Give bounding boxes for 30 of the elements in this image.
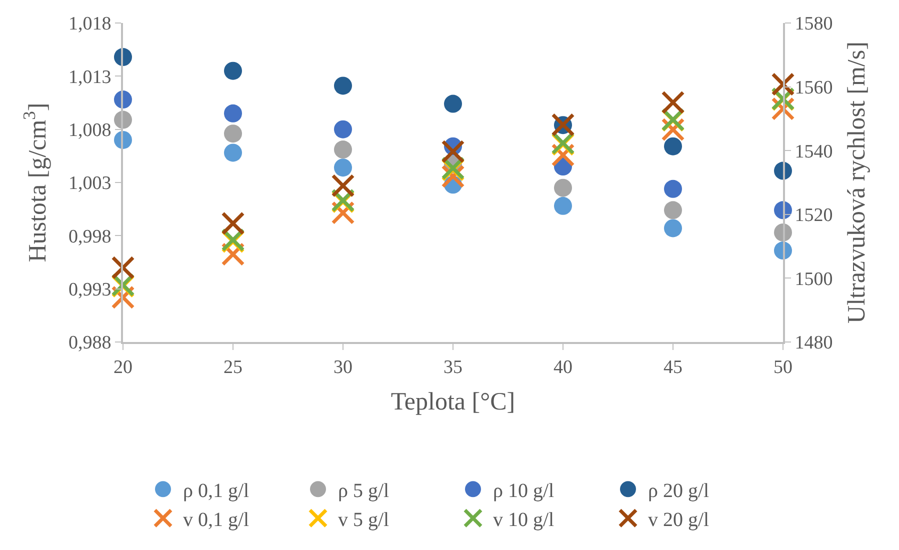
y-tick-label: 1,013 <box>68 66 112 88</box>
y2-tick-label: 1500 <box>794 268 833 290</box>
x-tick-label: 40 <box>554 356 572 378</box>
y2-axis-title: Ultrazvuková rychlost [m/s] <box>843 42 870 324</box>
y-tick-label: 1,003 <box>68 173 112 194</box>
x-axis-title: Teplota [°C] <box>390 388 516 416</box>
y2-tick-label: 1480 <box>794 332 833 354</box>
legend-label: v 10 g/l <box>493 508 555 531</box>
y2-tick-label: 1580 <box>794 14 833 35</box>
legend-label: ρ 5 g/l <box>338 480 390 502</box>
y2-tick-label: 1560 <box>794 77 833 98</box>
legend-label: v 20 g/l <box>648 508 710 531</box>
y-tick-label: 0,998 <box>68 226 112 248</box>
y2-tick-label: 1520 <box>794 205 833 226</box>
y-tick-label: 0,993 <box>68 279 112 300</box>
x-tick-label: 30 <box>334 356 352 378</box>
x-tick-label: 35 <box>444 356 462 378</box>
x-tick-label: 20 <box>114 356 132 378</box>
x-tick-label: 50 <box>774 356 792 378</box>
legend-label: ρ 20 g/l <box>648 480 710 502</box>
legend-label: v 5 g/l <box>338 508 390 531</box>
legend-label: ρ 10 g/l <box>493 480 555 502</box>
legend-label: v 0,1 g/l <box>183 508 250 531</box>
y-tick-label: 0,988 <box>68 332 112 354</box>
x-tick-label: 25 <box>224 356 242 378</box>
y-tick-label: 1,008 <box>68 120 112 141</box>
x-tick-label: 45 <box>664 356 682 378</box>
y-tick-label: 1,018 <box>68 14 112 35</box>
y2-tick-label: 1540 <box>794 141 833 162</box>
legend-label: ρ 0,1 g/l <box>183 480 250 502</box>
